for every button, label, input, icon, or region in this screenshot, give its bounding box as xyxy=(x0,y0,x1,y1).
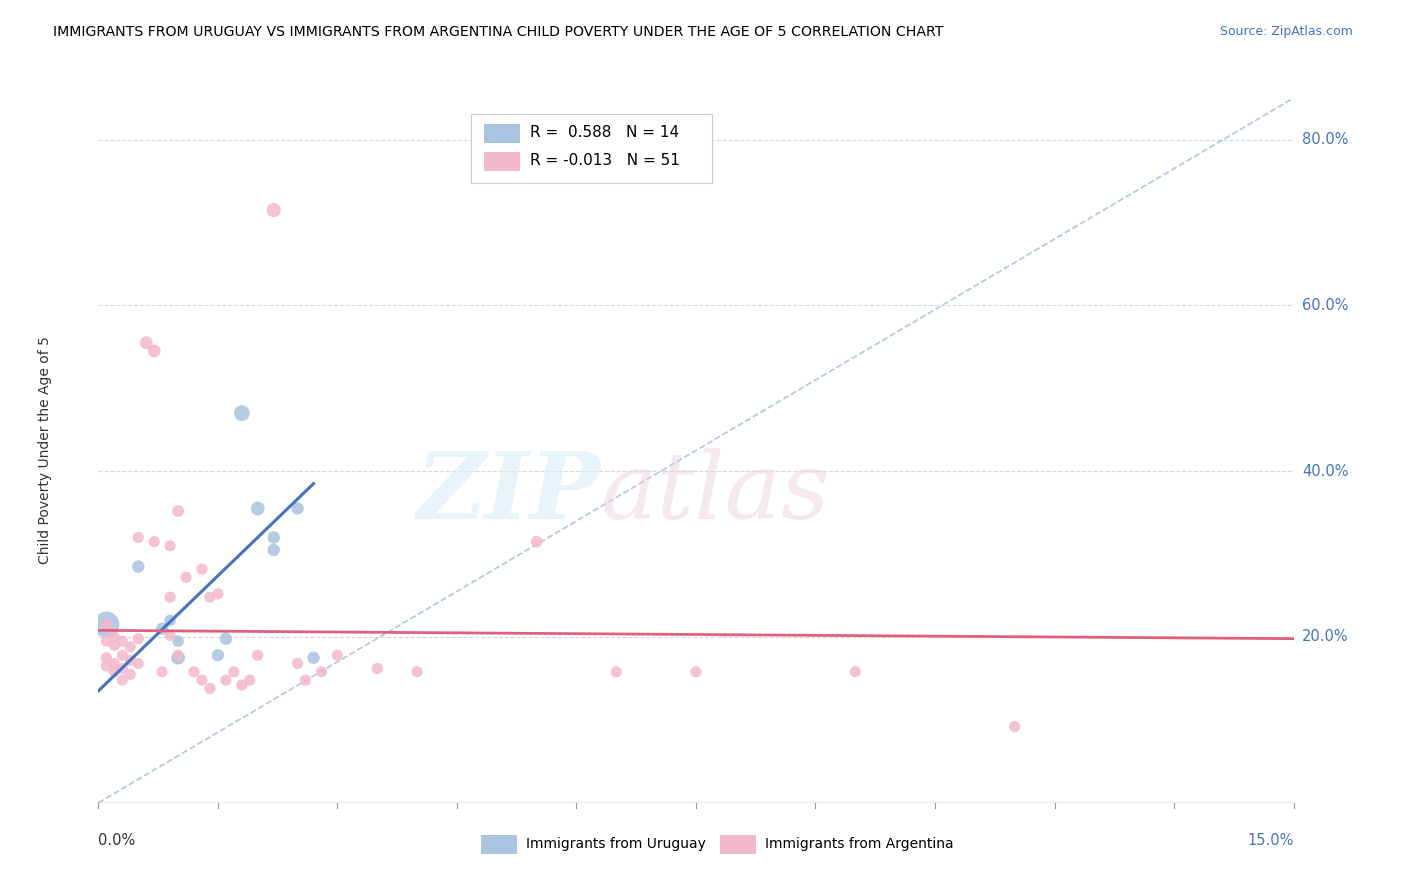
Point xyxy=(231,678,253,692)
Point xyxy=(127,559,149,574)
Point xyxy=(96,650,118,665)
Text: R =  0.588   N = 14: R = 0.588 N = 14 xyxy=(530,125,679,140)
Point xyxy=(191,562,214,576)
Point xyxy=(159,591,181,605)
Text: 60.0%: 60.0% xyxy=(1302,298,1348,313)
Point xyxy=(246,648,269,663)
Point xyxy=(111,648,134,663)
Point xyxy=(143,534,166,549)
Point xyxy=(127,531,149,545)
Text: Child Poverty Under the Age of 5: Child Poverty Under the Age of 5 xyxy=(38,336,52,565)
Point xyxy=(239,673,262,687)
Point xyxy=(103,630,125,644)
Point xyxy=(1004,719,1026,733)
Point xyxy=(287,501,309,516)
Point xyxy=(844,665,866,679)
Point xyxy=(215,673,238,687)
Point xyxy=(605,665,627,679)
Point xyxy=(311,665,333,679)
Point xyxy=(127,632,149,646)
Point xyxy=(96,617,118,632)
Point xyxy=(198,681,221,696)
FancyBboxPatch shape xyxy=(481,835,517,854)
FancyBboxPatch shape xyxy=(471,113,711,183)
Point xyxy=(96,617,118,632)
Point xyxy=(96,634,118,648)
Point xyxy=(127,657,149,671)
Text: Source: ZipAtlas.com: Source: ZipAtlas.com xyxy=(1219,25,1353,38)
Point xyxy=(526,534,548,549)
Point xyxy=(167,504,190,518)
Point xyxy=(294,673,316,687)
Point xyxy=(103,657,125,671)
Text: Immigrants from Argentina: Immigrants from Argentina xyxy=(765,838,953,851)
Text: 20.0%: 20.0% xyxy=(1302,630,1348,645)
Point xyxy=(120,667,142,681)
Point xyxy=(198,591,221,605)
Text: 15.0%: 15.0% xyxy=(1247,833,1294,848)
Point xyxy=(120,640,142,654)
Point xyxy=(159,614,181,628)
Point xyxy=(246,501,269,516)
Point xyxy=(120,653,142,667)
Point xyxy=(302,650,325,665)
Point xyxy=(326,648,349,663)
Text: atlas: atlas xyxy=(600,448,830,538)
Point xyxy=(111,634,134,648)
Point xyxy=(167,648,190,663)
Point xyxy=(174,570,197,584)
Text: IMMIGRANTS FROM URUGUAY VS IMMIGRANTS FROM ARGENTINA CHILD POVERTY UNDER THE AGE: IMMIGRANTS FROM URUGUAY VS IMMIGRANTS FR… xyxy=(53,25,943,39)
Point xyxy=(366,661,388,675)
Point xyxy=(103,665,125,679)
Point xyxy=(167,634,190,648)
Point xyxy=(143,343,166,358)
Point xyxy=(150,665,173,679)
Point xyxy=(111,661,134,675)
Point xyxy=(685,665,707,679)
Point xyxy=(135,335,157,350)
Point xyxy=(263,531,285,545)
FancyBboxPatch shape xyxy=(485,153,520,170)
Point xyxy=(263,202,285,217)
Point xyxy=(96,659,118,673)
Text: Immigrants from Uruguay: Immigrants from Uruguay xyxy=(526,838,706,851)
Text: 0.0%: 0.0% xyxy=(98,833,135,848)
Point xyxy=(263,543,285,558)
Point xyxy=(167,650,190,665)
Text: ZIP: ZIP xyxy=(416,448,600,538)
Point xyxy=(222,665,245,679)
Point xyxy=(150,622,173,636)
Point xyxy=(287,657,309,671)
Text: 40.0%: 40.0% xyxy=(1302,464,1348,479)
Point xyxy=(207,648,229,663)
FancyBboxPatch shape xyxy=(720,835,756,854)
Point xyxy=(159,539,181,553)
Point xyxy=(231,406,253,420)
Point xyxy=(215,632,238,646)
Point xyxy=(406,665,429,679)
Text: R = -0.013   N = 51: R = -0.013 N = 51 xyxy=(530,153,679,169)
Point xyxy=(207,587,229,601)
Point xyxy=(159,628,181,642)
Point xyxy=(103,638,125,652)
Text: 80.0%: 80.0% xyxy=(1302,132,1348,147)
Point xyxy=(183,665,205,679)
FancyBboxPatch shape xyxy=(485,124,520,143)
Point xyxy=(111,673,134,687)
Point xyxy=(191,673,214,687)
